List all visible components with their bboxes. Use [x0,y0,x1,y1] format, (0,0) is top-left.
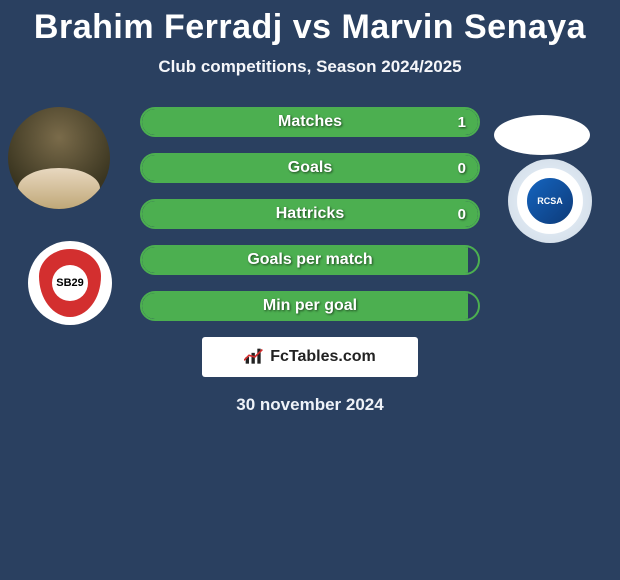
stat-bars: Matches 1 Goals 0 Hattricks 0 Goals per … [140,107,480,321]
date-label: 30 november 2024 [0,395,620,415]
shield-icon: SB29 [39,249,101,317]
stat-bar-value: 1 [458,109,466,135]
stat-bar-value: 0 [458,201,466,227]
stat-bar-hattricks: Hattricks 0 [140,199,480,229]
stat-bar-label: Goals [142,155,478,181]
subtitle: Club competitions, Season 2024/2025 [0,57,620,77]
stat-bar-min-per-goal: Min per goal [140,291,480,321]
stat-bar-label: Matches [142,109,478,135]
stat-bar-label: Hattricks [142,201,478,227]
watermark-badge: FcTables.com [202,337,418,377]
bar-chart-icon [244,348,264,366]
player-photo-right-placeholder [494,115,590,155]
club-badge-right: RCSA [508,159,592,243]
player-photo-left [8,107,110,209]
page-title: Brahim Ferradj vs Marvin Senaya [0,0,620,47]
stat-bar-label: Min per goal [142,293,478,319]
club-badge-left: SB29 [28,241,112,325]
watermark-text: FcTables.com [270,348,376,366]
stat-bar-label: Goals per match [142,247,478,273]
stat-bar-value: 0 [458,155,466,181]
club-badge-left-label: SB29 [52,265,88,301]
stat-bar-goals-per-match: Goals per match [140,245,480,275]
club-badge-right-label: RCSA [524,175,576,227]
stat-bar-matches: Matches 1 [140,107,480,137]
stat-bar-goals: Goals 0 [140,153,480,183]
comparison-area: RCSA SB29 Matches 1 Goals 0 Hattricks 0 … [0,107,620,415]
